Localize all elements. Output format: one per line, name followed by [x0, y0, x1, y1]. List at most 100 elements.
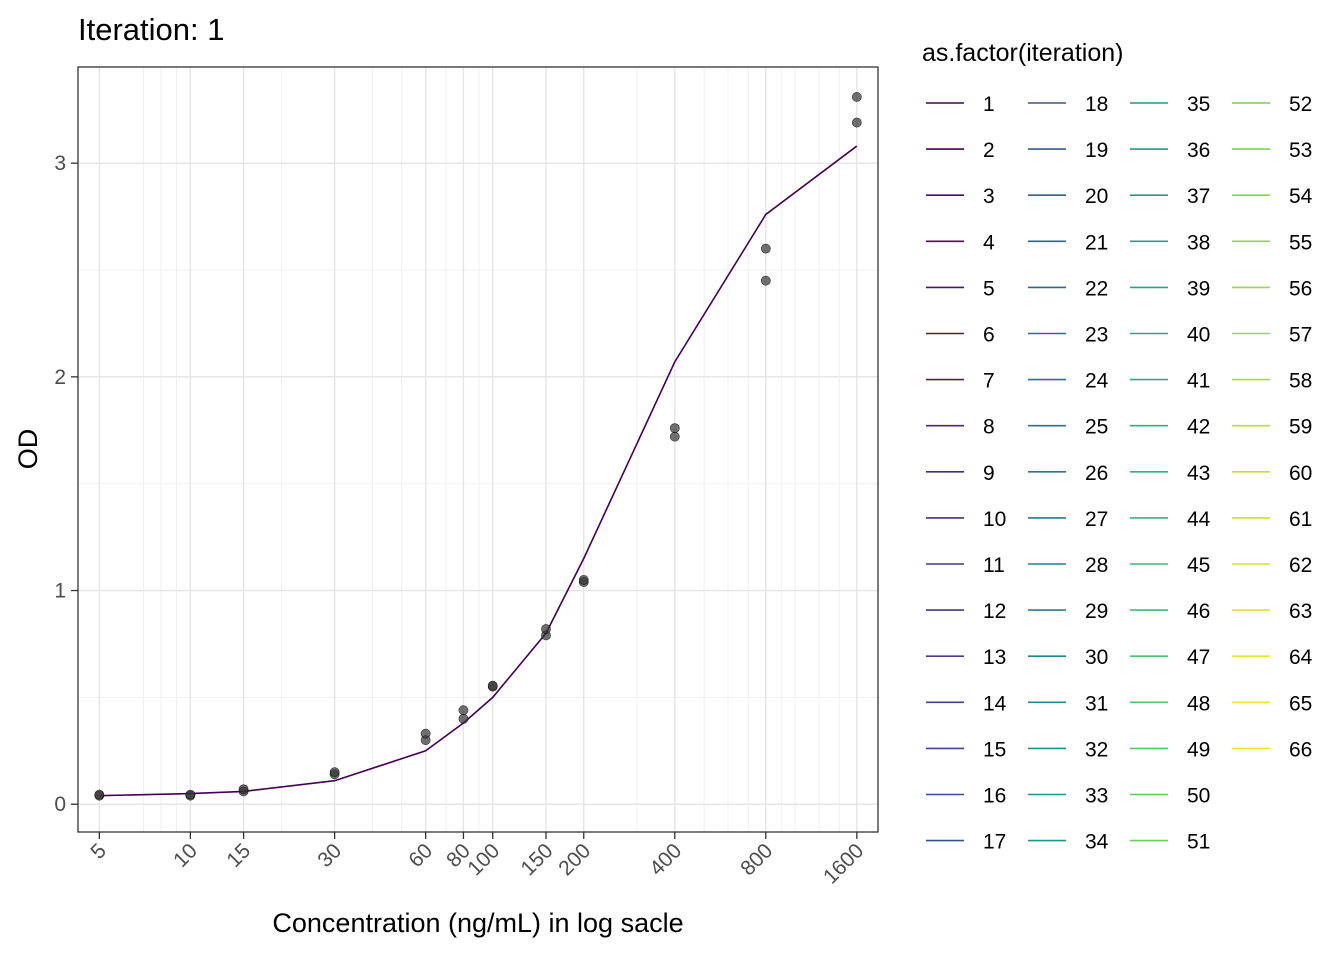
- legend-label: 29: [1085, 600, 1108, 623]
- plot-panel-border: [77, 66, 879, 833]
- y-tick-label: 3: [54, 152, 66, 175]
- legend-label: 57: [1289, 324, 1312, 347]
- series-lines: [99, 145, 858, 797]
- legend-label: 58: [1289, 370, 1312, 393]
- legend-label: 61: [1289, 508, 1312, 531]
- data-point: [185, 789, 196, 800]
- legend-label: 25: [1085, 416, 1108, 439]
- legend-label: 65: [1289, 692, 1312, 715]
- y-tick-label: 0: [54, 793, 66, 816]
- legend-label: 47: [1187, 646, 1210, 669]
- legend-label: 48: [1187, 692, 1210, 715]
- data-point: [760, 275, 771, 286]
- data-point: [420, 728, 431, 739]
- legend-label: 23: [1085, 324, 1108, 347]
- data-point: [669, 431, 680, 442]
- legend-label: 52: [1289, 93, 1312, 116]
- legend-label: 18: [1085, 93, 1108, 116]
- data-point: [487, 680, 498, 691]
- legend-label: 15: [983, 738, 1006, 761]
- legend-label: 50: [1187, 785, 1210, 808]
- legend: 1234567891011121314151617181920212223242…: [926, 93, 1313, 854]
- legend-label: 10: [983, 508, 1006, 531]
- data-point: [94, 789, 105, 800]
- data-point: [669, 423, 680, 434]
- x-tick-label: 10: [169, 839, 202, 872]
- data-point: [458, 713, 469, 724]
- legend-label: 14: [983, 692, 1007, 715]
- legend-label: 9: [983, 462, 995, 485]
- legend-label: 21: [1085, 231, 1108, 254]
- legend-label: 45: [1187, 554, 1210, 577]
- data-point: [851, 117, 862, 128]
- x-tick-label: 800: [736, 839, 777, 880]
- legend-label: 17: [983, 831, 1006, 854]
- data-point: [578, 574, 589, 585]
- legend-label: 22: [1085, 277, 1108, 300]
- legend-label: 30: [1085, 646, 1108, 669]
- legend-label: 41: [1187, 370, 1210, 393]
- x-tick-label: 200: [554, 839, 595, 880]
- x-tick-label: 150: [516, 839, 557, 880]
- x-axis-label: Concentration (ng/mL) in log sacle: [272, 908, 683, 938]
- legend-label: 33: [1085, 785, 1108, 808]
- y-tick-label: 2: [54, 366, 66, 389]
- legend-label: 53: [1289, 139, 1312, 162]
- y-axis-label: OD: [13, 429, 43, 470]
- legend-label: 26: [1085, 462, 1108, 485]
- legend-label: 66: [1289, 738, 1312, 761]
- legend-label: 27: [1085, 508, 1108, 531]
- legend-label: 34: [1085, 831, 1109, 854]
- legend-label: 1: [983, 93, 995, 116]
- legend-label: 54: [1289, 185, 1313, 208]
- x-tick-label: 60: [404, 839, 437, 872]
- legend-label: 56: [1289, 277, 1312, 300]
- legend-label: 38: [1187, 231, 1210, 254]
- legend-label: 62: [1289, 554, 1312, 577]
- chart-title: Iteration: 1: [78, 12, 224, 47]
- x-tick-label: 5: [86, 839, 111, 864]
- legend-label: 13: [983, 646, 1006, 669]
- legend-label: 19: [1085, 139, 1108, 162]
- legend-title: as.factor(iteration): [922, 39, 1123, 67]
- legend-label: 42: [1187, 416, 1210, 439]
- legend-label: 43: [1187, 462, 1210, 485]
- legend-label: 55: [1289, 231, 1312, 254]
- legend-label: 5: [983, 277, 995, 300]
- data-point: [329, 767, 340, 778]
- legend-label: 36: [1187, 139, 1210, 162]
- data-points: [94, 92, 862, 801]
- legend-label: 32: [1085, 738, 1108, 761]
- legend-label: 60: [1289, 462, 1312, 485]
- x-tick-label: 1600: [819, 839, 868, 888]
- legend-label: 11: [983, 554, 1005, 577]
- legend-label: 8: [983, 416, 995, 439]
- legend-label: 59: [1289, 416, 1312, 439]
- legend-label: 49: [1187, 738, 1210, 761]
- legend-label: 20: [1085, 185, 1108, 208]
- legend-label: 63: [1289, 600, 1312, 623]
- x-tick-label: 400: [645, 839, 686, 880]
- legend-label: 40: [1187, 324, 1210, 347]
- legend-label: 35: [1187, 93, 1210, 116]
- legend-label: 4: [983, 231, 995, 254]
- legend-label: 31: [1085, 692, 1108, 715]
- legend-label: 24: [1085, 370, 1109, 393]
- legend-label: 39: [1187, 277, 1210, 300]
- x-tick-label: 30: [313, 839, 346, 872]
- grid-lines: [78, 67, 878, 832]
- y-axis: 0 1 2 3: [54, 152, 78, 816]
- legend-label: 37: [1187, 185, 1210, 208]
- y-tick-label: 1: [54, 580, 66, 603]
- legend-label: 2: [983, 139, 995, 162]
- legend-label: 46: [1187, 600, 1210, 623]
- legend-label: 51: [1187, 831, 1210, 854]
- legend-label: 16: [983, 785, 1006, 808]
- legend-label: 44: [1187, 508, 1211, 531]
- data-point: [541, 624, 551, 634]
- data-point: [851, 92, 862, 102]
- data-point: [760, 243, 771, 254]
